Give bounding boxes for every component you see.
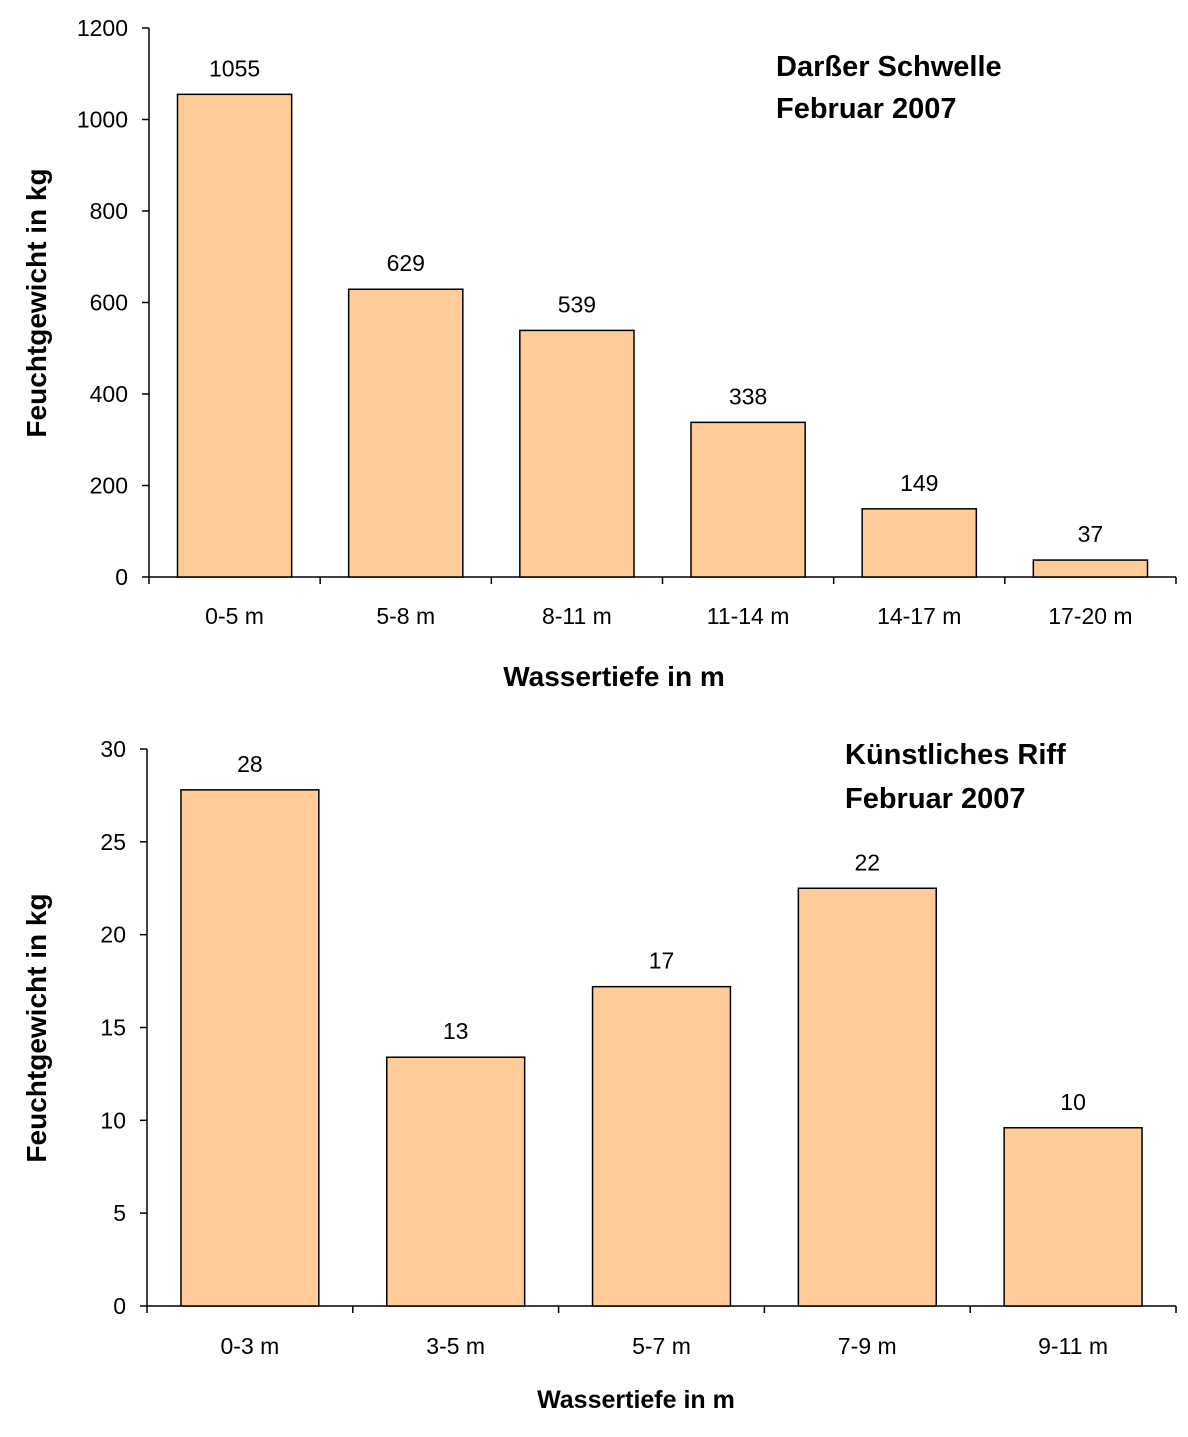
- chart-darsser-schwelle: Darßer Schwelle Februar 2007 Feuchtgewic…: [21, 15, 1177, 692]
- chart-title-line-2: Februar 2007: [776, 93, 957, 125]
- data-label: 10: [1060, 1089, 1086, 1115]
- y-tick-label: 800: [90, 198, 128, 224]
- x-tick-label: 5-8 m: [376, 603, 435, 629]
- x-tick-label: 0-3 m: [221, 1333, 280, 1359]
- chart-title-line-2: Februar 2007: [845, 783, 1026, 815]
- y-tick-label: 0: [115, 564, 128, 590]
- bar: [861, 508, 978, 578]
- data-label: 28: [237, 751, 263, 777]
- y-tick-label: 0: [113, 1293, 126, 1319]
- bar: [347, 288, 464, 578]
- x-tick-label: 9-11 m: [1038, 1333, 1108, 1359]
- bar: [176, 93, 293, 578]
- bar: [797, 887, 937, 1307]
- chart-title-line-1: Künstliches Riff: [845, 739, 1066, 771]
- chart-kuenstliches-riff: Künstliches Riff Februar 2007 Feuchtgewi…: [21, 736, 1177, 1414]
- y-tick-label: 400: [90, 381, 128, 407]
- x-tick-label: 14-17 m: [877, 603, 961, 629]
- x-tick-label: 3-5 m: [426, 1333, 485, 1359]
- y-tick-label: 1200: [77, 15, 128, 41]
- y-axis-title: Feuchtgewicht in kg: [21, 168, 52, 437]
- y-tick-label: 600: [90, 290, 128, 316]
- x-tick-label: 7-9 m: [838, 1333, 897, 1359]
- x-axis-title: Wassertiefe in m: [537, 1386, 735, 1414]
- y-tick-label: 15: [100, 1015, 126, 1041]
- y-axis-title: Feuchtgewicht in kg: [21, 893, 52, 1162]
- y-tick-label: 30: [100, 736, 126, 762]
- y-tick-label: 1000: [77, 107, 128, 133]
- x-tick-label: 0-5 m: [205, 603, 264, 629]
- data-label: 539: [558, 291, 596, 317]
- bar: [591, 985, 732, 1307]
- bar: [386, 1056, 526, 1307]
- data-label: 149: [900, 470, 938, 496]
- y-tick-label: 20: [100, 922, 126, 948]
- x-tick-label: 17-20 m: [1048, 603, 1132, 629]
- x-axis-title: Wassertiefe in m: [503, 661, 724, 692]
- x-tick-label: 11-14 m: [707, 603, 790, 629]
- data-label: 338: [729, 383, 767, 409]
- y-tick-label: 200: [90, 473, 128, 499]
- data-label: 37: [1078, 521, 1104, 547]
- bar: [1032, 559, 1149, 578]
- bar: [180, 789, 320, 1307]
- data-label: 629: [387, 250, 425, 276]
- data-label: 22: [855, 849, 881, 875]
- y-tick-label: 5: [113, 1200, 126, 1226]
- bar: [690, 421, 806, 578]
- chart-title-line-1: Darßer Schwelle: [776, 51, 1002, 83]
- x-tick-label: 8-11 m: [542, 603, 612, 629]
- x-tick-label: 5-7 m: [632, 1333, 691, 1359]
- data-label: 1055: [209, 55, 260, 81]
- data-label: 13: [443, 1018, 469, 1044]
- bar: [1003, 1127, 1143, 1307]
- y-tick-label: 25: [100, 829, 126, 855]
- data-label: 17: [649, 948, 675, 974]
- y-tick-label: 10: [100, 1107, 126, 1133]
- bar: [519, 329, 635, 578]
